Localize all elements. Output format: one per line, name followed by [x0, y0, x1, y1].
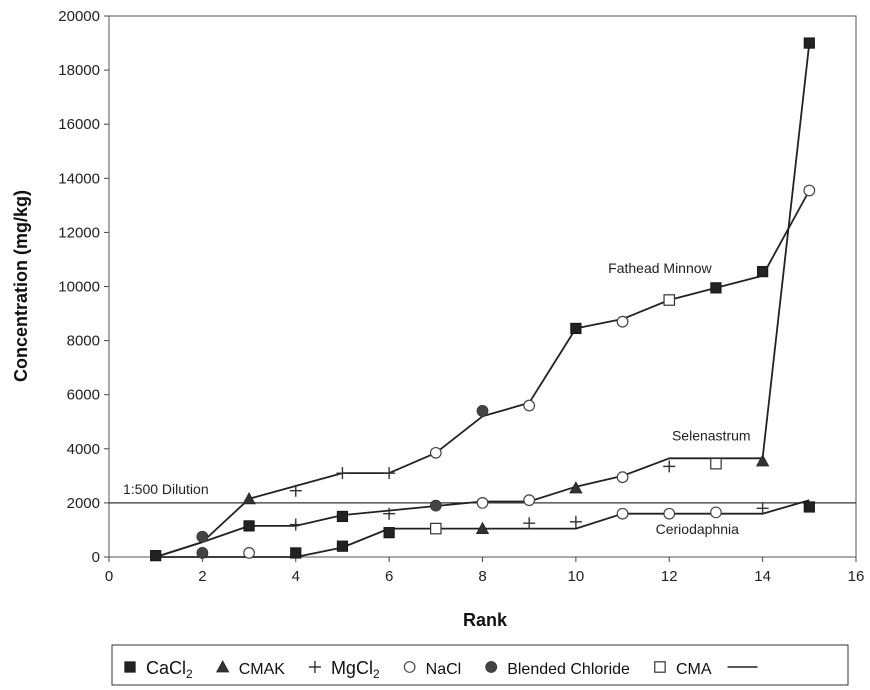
cacl2-point — [336, 540, 349, 552]
cmak-point — [569, 481, 583, 494]
mgcl2-point — [523, 517, 536, 530]
x-tick-label: 4 — [292, 568, 300, 585]
mgcl2-point — [569, 515, 582, 528]
nacl-point — [663, 507, 676, 520]
annotations: Fathead Minnow Selenastrum Ceriodaphnia — [608, 260, 750, 537]
cacl2-point — [757, 266, 769, 278]
y-tick-label: 10000 — [58, 279, 100, 296]
blended-chloride-point — [196, 547, 209, 559]
legend-cma-marker — [654, 661, 666, 673]
x-tick-label: 10 — [568, 568, 585, 585]
nacl-point — [616, 315, 629, 328]
legend-box — [111, 644, 849, 686]
mgcl2-point — [383, 507, 396, 520]
y-tick-label: 6000 — [67, 387, 100, 404]
dilution-label: 1:500 Dilution — [123, 481, 209, 497]
y-axis: 0 2000 4000 6000 8000 10000 12000 14000 16000 180… — [58, 8, 109, 566]
mgcl2-point — [756, 502, 769, 515]
cacl2-point — [150, 550, 162, 562]
cacl2-point — [383, 527, 395, 539]
y-tick-label: 8000 — [67, 333, 100, 350]
y-tick-label: 2000 — [67, 495, 100, 512]
cacl2-point — [570, 322, 582, 335]
nacl-point — [616, 507, 629, 520]
blended-chloride-point — [476, 405, 489, 417]
legend-subscript: 2 — [186, 667, 193, 681]
blended-chloride-point — [196, 530, 209, 543]
selenastrum-line — [155, 42, 811, 558]
y-axis-title: Concentration (mg/kg) — [11, 190, 31, 382]
fathead-minnow-label: Fathead Minnow — [608, 260, 712, 276]
mgcl2-point — [336, 467, 349, 480]
cacl2-point — [336, 510, 349, 523]
legend-mgcl2-marker — [308, 661, 321, 673]
cma-point — [430, 522, 442, 535]
cma-point — [710, 457, 722, 470]
legend-cmak-label: CMAK — [239, 661, 286, 678]
y-tick-label: 12000 — [58, 224, 100, 241]
legend-subscript: 2 — [373, 667, 380, 681]
cacl2-point — [710, 282, 722, 294]
y-tick-label: 16000 — [58, 116, 100, 133]
legend: CaCl2 CMAK MgCl2 NaCl Blended Chloride CMA — [111, 644, 849, 686]
legend-blended-chloride-marker — [485, 661, 498, 673]
nacl-point — [523, 494, 536, 507]
selenastrum-label: Selenastrum — [672, 428, 751, 444]
cmak-point — [755, 454, 770, 467]
nacl-point — [710, 506, 722, 519]
nacl-point — [243, 547, 255, 559]
x-tick-label: 2 — [198, 568, 206, 585]
nacl-point — [523, 399, 536, 412]
mgcl2-point — [663, 460, 676, 473]
data-points — [150, 37, 816, 562]
cacl2-point — [243, 520, 255, 532]
x-tick-label: 16 — [848, 568, 865, 585]
mgcl2-point — [289, 484, 302, 497]
legend-blended-chloride-label: Blended Chloride — [507, 661, 630, 678]
x-tick-label: 12 — [661, 568, 678, 585]
legend-cma-label: CMA — [676, 661, 712, 678]
x-tick-label: 0 — [105, 568, 113, 585]
cacl2-point — [803, 501, 815, 513]
cacl2-point — [290, 547, 302, 559]
legend-nacl-marker — [403, 661, 416, 673]
legend-cacl2-marker — [124, 661, 136, 673]
mgcl2-point — [289, 518, 302, 531]
ceriodaphnia-label: Ceriodaphnia — [656, 521, 739, 537]
x-axis: 0 2 4 6 8 10 12 14 16 — [105, 557, 865, 585]
y-tick-label: 4000 — [67, 441, 100, 458]
y-tick-label: 20000 — [58, 8, 100, 25]
nacl-point — [803, 184, 816, 197]
mgcl2-point — [383, 467, 396, 480]
fathead-minnow-line — [155, 190, 811, 558]
x-tick-label: 8 — [478, 568, 486, 585]
nacl-point — [476, 497, 489, 509]
cma-point — [663, 294, 676, 306]
nacl-point — [429, 446, 442, 459]
legend-cacl2-label: CaCl2 — [146, 658, 193, 681]
cacl2-point — [803, 37, 815, 49]
legend-mgcl2-label: MgCl2 — [331, 658, 380, 681]
legend-nacl-label: NaCl — [426, 661, 462, 678]
cmak-point — [475, 521, 490, 534]
y-tick-label: 0 — [92, 549, 100, 566]
y-tick-label: 14000 — [58, 170, 100, 187]
y-tick-label: 18000 — [58, 62, 100, 79]
x-axis-title: Rank — [463, 610, 508, 630]
x-tick-label: 6 — [385, 568, 393, 585]
legend-cmak-marker — [216, 660, 230, 673]
x-tick-label: 14 — [754, 568, 771, 585]
cmak-point — [242, 492, 256, 505]
nacl-point — [616, 471, 629, 484]
blended-chloride-point — [429, 499, 442, 512]
